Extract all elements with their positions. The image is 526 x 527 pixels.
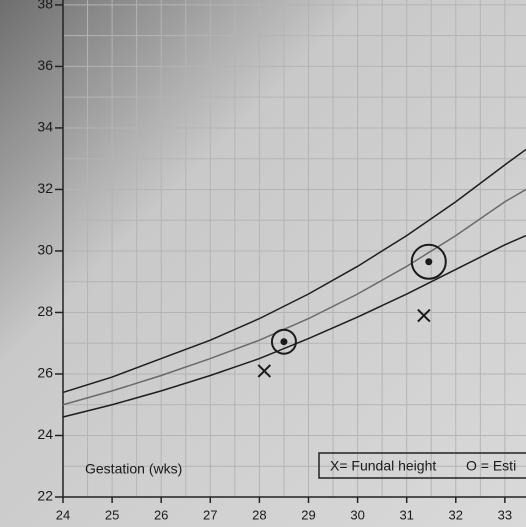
legend-box: [318, 452, 526, 479]
y-tick-label: 32: [37, 180, 53, 196]
legend-entry: X= Fundal height: [330, 458, 436, 474]
reference-curve: [62, 234, 526, 418]
x-tick-label: 25: [105, 507, 119, 522]
x-tick-label: 31: [399, 507, 413, 522]
o-ring: [410, 243, 447, 280]
y-tick-label: 28: [37, 303, 53, 319]
x-tick-label: 27: [203, 507, 217, 522]
reference-curve: [62, 148, 526, 394]
x-tick-label: 30: [350, 507, 364, 522]
y-tick-label: 34: [37, 119, 53, 135]
x-tick-label: 24: [56, 507, 70, 522]
x-tick-label: 28: [252, 507, 266, 522]
o-marker: [270, 328, 297, 355]
y-tick-label: 30: [37, 242, 53, 258]
y-tick-label: 22: [37, 488, 53, 504]
x-tick-label: 26: [154, 507, 168, 522]
o-marker: [410, 243, 447, 280]
y-tick-label: 24: [37, 426, 53, 442]
x-tick-label: 33: [498, 507, 512, 522]
x-marker: [417, 308, 431, 323]
legend-entry: O = Esti: [466, 458, 516, 474]
grid: [62, 0, 526, 498]
y-tick-label: 26: [37, 365, 53, 381]
o-ring: [270, 328, 297, 355]
o-dot: [425, 258, 433, 266]
y-tick-label: 36: [37, 57, 53, 73]
y-tick-label: 38: [37, 0, 53, 12]
o-dot: [280, 338, 288, 346]
x-tick-label: 29: [301, 507, 315, 522]
x-marker: [257, 364, 272, 378]
x-axis-title: Gestation (wks): [85, 461, 182, 477]
reference-curve: [62, 188, 526, 406]
x-tick-label: 32: [449, 507, 463, 522]
